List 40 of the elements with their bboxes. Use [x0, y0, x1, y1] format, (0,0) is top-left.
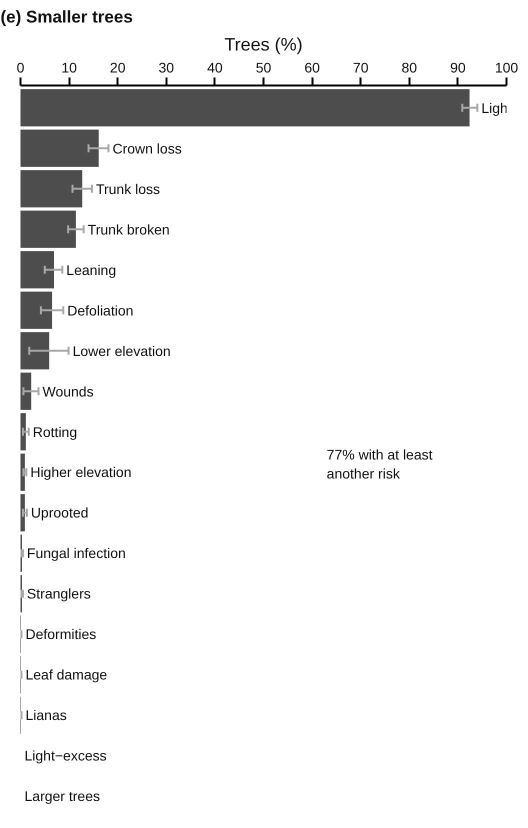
bar	[20, 292, 52, 329]
x-tick-label: 60	[304, 60, 320, 76]
y-tick-label: Fungal infection	[26, 545, 126, 562]
x-tick-label: 10	[61, 60, 78, 76]
bar	[20, 332, 50, 370]
bar	[20, 372, 32, 410]
y-tick-label: Lower elevation	[72, 342, 171, 359]
y-tick-label: Rotting	[32, 424, 78, 440]
y-tick-label: Light−excess	[24, 748, 107, 764]
bar	[20, 170, 82, 208]
bar	[20, 89, 470, 126]
x-tick-label: 0	[16, 60, 25, 76]
x-tick-label: 90	[450, 60, 466, 76]
x-tick-label: 50	[256, 60, 272, 76]
x-axis-title: Trees (%)	[224, 34, 303, 54]
bar	[20, 251, 54, 288]
y-tick-label: Stranglers	[26, 586, 91, 602]
y-tick-label: Trunk loss	[96, 180, 160, 197]
y-tick-label: Trunk broken	[88, 221, 170, 238]
x-tick-label: 30	[158, 60, 174, 76]
x-tick-label: 80	[402, 60, 418, 76]
chart-title: (e) Smaller trees	[0, 8, 133, 26]
annotation: 77% with at least another risk	[326, 446, 433, 482]
y-tick-label: Crown loss	[112, 140, 182, 156]
y-tick-label: Higher elevation	[30, 464, 132, 480]
y-tick-label: Wounds	[42, 383, 94, 400]
x-tick-label: 40	[207, 60, 223, 76]
y-tick-label: Defoliation	[67, 302, 134, 318]
x-tick-label: 70	[352, 60, 369, 76]
bar	[20, 413, 26, 450]
y-tick-label: Deformities	[25, 626, 96, 642]
y-tick-label: Lianas	[25, 707, 67, 724]
y-tick-label: Leaning	[66, 262, 116, 278]
y-tick-label: Leaf damage	[25, 666, 108, 683]
y-tick-label: Larger trees	[24, 788, 100, 804]
y-tick-label: Uprooted	[30, 504, 88, 521]
x-tick-label: 100	[494, 60, 518, 76]
bar	[20, 130, 99, 167]
bar	[20, 210, 76, 248]
x-tick-label: 20	[110, 60, 126, 76]
